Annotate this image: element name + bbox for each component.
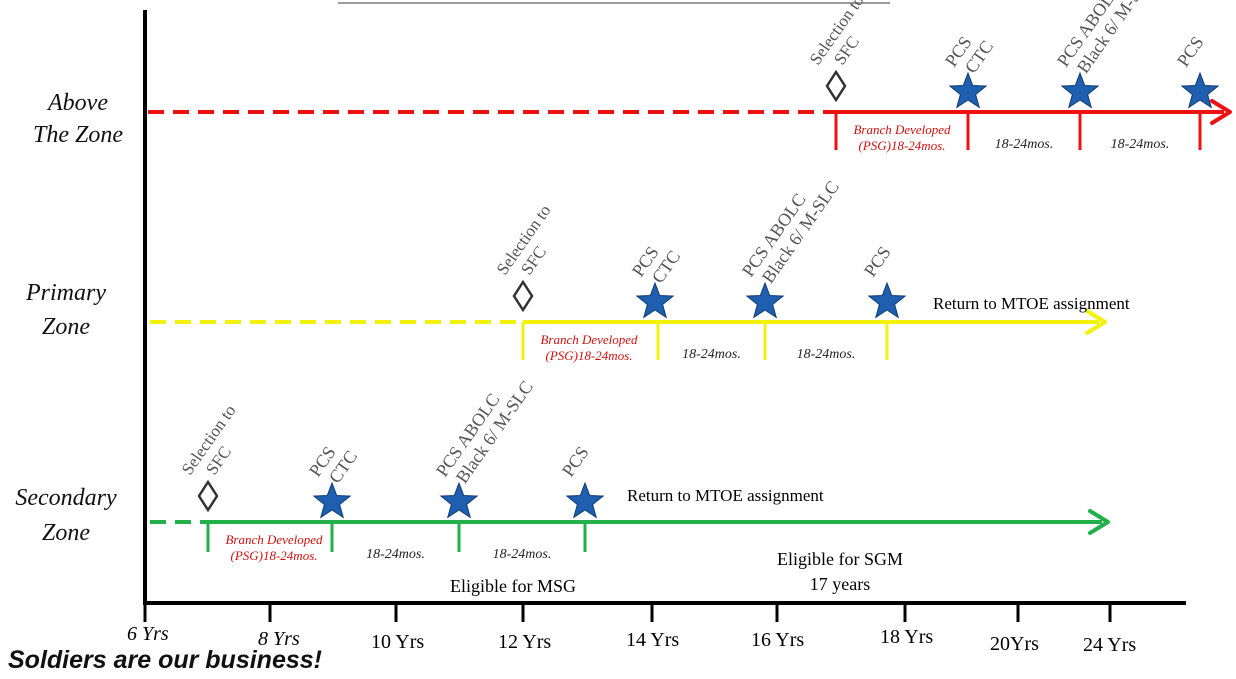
zone-label: Zone: [42, 520, 90, 546]
period-label: 18-24mos.: [995, 137, 1054, 152]
zone-label: Secondary: [15, 485, 117, 511]
return-to-mtoe-label: Return to MTOE assignment: [933, 294, 1130, 313]
tick-label: 8 Yrs: [258, 628, 300, 650]
arrow-head-icon: [1088, 509, 1110, 535]
arrow-head-icon: [1210, 99, 1232, 125]
tick-label: 20Yrs: [990, 633, 1039, 655]
pcs-star-icon: [565, 481, 605, 519]
pcs-label-line: PCS: [860, 243, 895, 281]
period-label: 18-24mos.: [1111, 137, 1170, 152]
period-label: 18-24mos.: [682, 347, 741, 362]
eligible-msg-label: Eligible for MSG: [450, 576, 576, 596]
axis-tick-marks: [143, 603, 1112, 622]
eligible-sgm-years: 17 years: [810, 574, 870, 594]
branch-developed-label: (PSG)18-24mos.: [230, 548, 317, 563]
pcs-label-line: PCS: [1173, 33, 1208, 71]
selection-diamond-icon: [825, 69, 847, 103]
arrow-head-icon: [1085, 309, 1107, 335]
zone-label: Zone: [42, 314, 90, 340]
zone-label: The Zone: [33, 122, 123, 148]
pcs-star-icon: [1060, 71, 1100, 109]
selection-diamond-icon: [512, 279, 534, 313]
footer-slogan: Soldiers are our business!: [8, 646, 322, 674]
period-label: 18-24mos.: [366, 547, 425, 562]
return-to-mtoe-label: Return to MTOE assignment: [627, 486, 824, 505]
pcs-label-line: PCS: [558, 443, 593, 481]
pcs-star-icon: [635, 281, 675, 319]
selection-diamond-icon: [197, 479, 219, 513]
pcs-label: PCS: [860, 243, 895, 281]
tick-label: 12 Yrs: [498, 631, 551, 653]
zone-label: Above: [46, 90, 108, 116]
tick-label: 24 Yrs: [1083, 634, 1136, 656]
tick-label: 16 Yrs: [751, 629, 804, 651]
branch-developed-label: Branch Developed: [540, 332, 638, 347]
pcs-star-icon: [867, 281, 907, 319]
branch-developed-label: Branch Developed: [853, 122, 951, 137]
tick-label: 10 Yrs: [371, 631, 424, 653]
period-label: 18-24mos.: [797, 347, 856, 362]
branch-developed-label: (PSG)18-24mos.: [545, 348, 632, 363]
pcs-label: PCS: [558, 443, 593, 481]
eligible-sgm-label: Eligible for SGM: [777, 549, 903, 569]
pcs-star-icon: [312, 481, 352, 519]
tick-label: 14 Yrs: [626, 629, 679, 651]
pcs-star-icon: [439, 481, 479, 519]
pcs-star-icon: [948, 71, 988, 109]
pcs-star-icon: [745, 281, 785, 319]
branch-developed-label: Branch Developed: [225, 532, 323, 547]
period-label: 18-24mos.: [493, 547, 552, 562]
pcs-label: PCS: [1173, 33, 1208, 71]
branch-developed-label: (PSG)18-24mos.: [858, 138, 945, 153]
axis-tick-labels: 6 Yrs 8 Yrs 10 Yrs 12 Yrs 14 Yrs 16 Yrs …: [127, 623, 1136, 656]
tick-label: 6 Yrs: [127, 623, 169, 645]
tick-label: 18 Yrs: [880, 626, 933, 648]
zone-label: Primary: [25, 280, 106, 306]
pcs-star-icon: [1180, 71, 1220, 109]
